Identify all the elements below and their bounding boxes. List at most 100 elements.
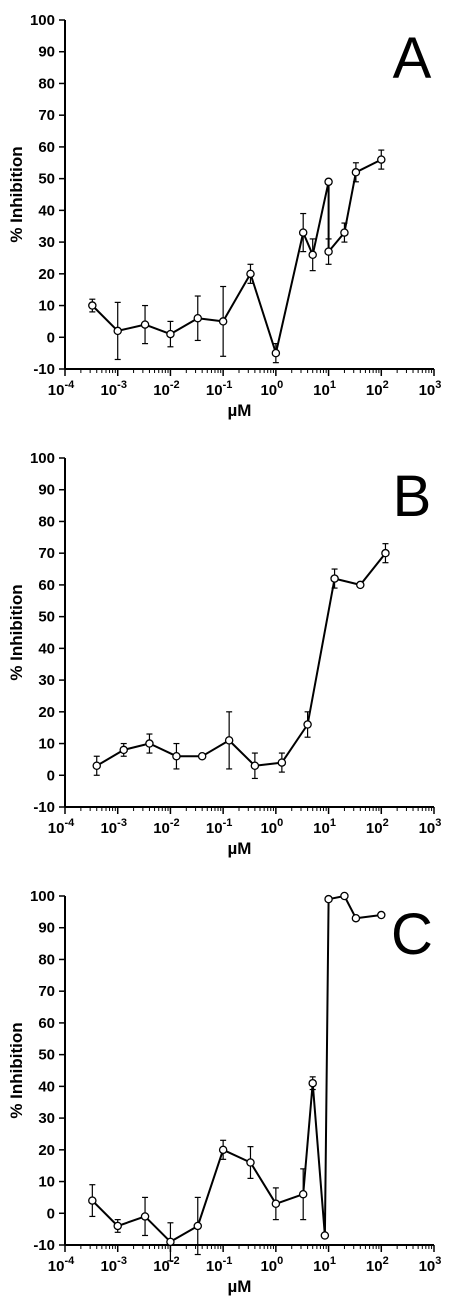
- data-point-b: [277, 758, 287, 767]
- y-tick-label-b: 30: [38, 672, 55, 689]
- data-point-b: [172, 751, 181, 761]
- chart-a-svg: -10 0 10 20 30 40 50 60 70 80 90 100 10-4 10-3 10-2 10-…: [7, 12, 442, 420]
- data-point-a: [246, 269, 255, 279]
- x-tick-label-b: 100: [260, 817, 283, 837]
- data-point-c: [377, 910, 386, 920]
- x-tick-label-b: 10-1: [206, 817, 232, 837]
- data-point-a: [271, 348, 281, 358]
- data-point-a: [218, 317, 228, 326]
- x-tick-label-b: 10-2: [153, 817, 179, 837]
- data-point-a: [324, 177, 333, 187]
- x-tick-label-a: 101: [313, 379, 336, 399]
- y-tick-label-c: 100: [30, 888, 55, 905]
- x-tick-label-a: 10-1: [206, 379, 232, 399]
- data-point-c: [166, 1237, 175, 1247]
- data-point-c: [218, 1145, 228, 1155]
- data-point-b: [119, 745, 128, 755]
- data-point-a: [88, 301, 97, 310]
- x-tick-label-c: 10-1: [206, 1255, 232, 1275]
- y-tick-label-a: 40: [38, 202, 55, 219]
- y-tick-label-b: 10: [38, 736, 55, 753]
- y-tick-label-a: 50: [38, 171, 55, 188]
- y-tick-label-c: 40: [38, 1078, 55, 1095]
- chart-panel-b: -10 0 10 20 30 40 50 60 70 80 90 100 10-4 10-3 10-2 10-…: [0, 438, 460, 876]
- series-line-b: [96, 552, 387, 767]
- x-axis-title-c: µM: [228, 1277, 252, 1296]
- data-point-b: [145, 739, 154, 748]
- data-point-b: [224, 736, 234, 745]
- y-axis-title-c: % Inhibition: [7, 1022, 26, 1118]
- y-tick-label-a: -10: [33, 361, 55, 378]
- series-line-c: [91, 895, 382, 1243]
- data-point-a: [193, 313, 203, 323]
- chart-panel-a: -10 0 10 20 30 40 50 60 70 80 90 100 10-4 10-3 10-2 10-…: [0, 0, 460, 438]
- panel-label-a: A: [393, 26, 432, 91]
- data-point-c: [308, 1078, 317, 1088]
- y-tick-label-c: 90: [38, 920, 55, 937]
- y-tick-label-a: 80: [38, 75, 55, 92]
- data-point-b: [303, 720, 312, 729]
- x-tick-label-a: 102: [366, 379, 389, 399]
- x-tick-label-c: 102: [366, 1255, 389, 1275]
- y-tick-label-c: 10: [38, 1174, 55, 1191]
- data-point-c: [271, 1199, 281, 1209]
- panel-label-b: B: [393, 464, 432, 529]
- data-point-a: [377, 155, 386, 164]
- data-point-b: [356, 580, 365, 590]
- chart-c-svg: -10 0 10 20 30 40 50 60 70 80 90 100 10-4 10-3 10-2 10-…: [7, 888, 442, 1296]
- y-tick-label-b: 90: [38, 482, 55, 499]
- y-tick-label-c: 80: [38, 951, 55, 968]
- y-tick-label-c: 20: [38, 1142, 55, 1159]
- data-point-a: [140, 320, 150, 329]
- y-tick-label-a: 20: [38, 266, 55, 283]
- data-point-c: [88, 1196, 97, 1205]
- x-tick-label-b: 10-4: [48, 817, 75, 837]
- data-point-c: [113, 1221, 122, 1231]
- x-tick-label-c: 10-4: [48, 1255, 75, 1275]
- data-point-c: [246, 1158, 255, 1167]
- x-tick-label-c: 103: [419, 1255, 442, 1275]
- y-tick-label-c: 30: [38, 1110, 55, 1127]
- data-point-b: [92, 761, 101, 771]
- y-tick-label-b: 20: [38, 704, 55, 721]
- x-axis-title-a: µM: [228, 401, 252, 420]
- y-tick-label-b: -10: [33, 799, 55, 816]
- y-tick-label-b: 80: [38, 513, 55, 530]
- x-tick-label-a: 10-4: [48, 379, 75, 399]
- data-point-c: [193, 1221, 203, 1231]
- x-tick-label-c: 101: [313, 1255, 336, 1275]
- y-tick-label-c: 70: [38, 983, 55, 1000]
- data-point-a: [113, 326, 122, 336]
- data-point-b: [197, 751, 207, 761]
- x-tick-label-a: 100: [260, 379, 283, 399]
- data-point-b: [330, 574, 339, 583]
- series-line-a: [91, 158, 382, 355]
- data-point-a: [166, 329, 175, 339]
- x-tick-label-a: 10-3: [100, 379, 126, 399]
- y-tick-label-c: 60: [38, 1015, 55, 1032]
- x-tick-label-b: 102: [366, 817, 389, 837]
- y-axis-title-a: % Inhibition: [7, 146, 26, 242]
- panel-label-c: C: [391, 902, 433, 967]
- y-tick-label-a: 30: [38, 234, 55, 251]
- data-point-c: [320, 1231, 330, 1240]
- y-tick-label-b: 50: [38, 609, 55, 626]
- data-point-a: [298, 228, 308, 237]
- data-point-b: [381, 548, 390, 558]
- x-axis-title-b: µM: [228, 839, 252, 858]
- y-tick-label-c: 0: [47, 1205, 55, 1222]
- chart-panel-c: -10 0 10 20 30 40 50 60 70 80 90 100 10-4 10-3 10-2 10-…: [0, 876, 460, 1314]
- data-point-c: [298, 1189, 308, 1199]
- y-tick-label-b: 60: [38, 577, 55, 594]
- x-tick-label-a: 10-2: [153, 379, 179, 399]
- x-tick-label-c: 10-3: [100, 1255, 126, 1275]
- y-tick-label-a: 70: [38, 107, 55, 124]
- y-tick-label-b: 0: [47, 767, 55, 784]
- x-tick-label-a: 103: [419, 379, 442, 399]
- data-point-c: [140, 1212, 150, 1221]
- data-point-c: [351, 913, 361, 923]
- y-tick-label-a: 90: [38, 44, 55, 61]
- y-tick-label-c: -10: [33, 1237, 55, 1254]
- data-point-a: [324, 247, 333, 256]
- data-point-b: [250, 761, 260, 771]
